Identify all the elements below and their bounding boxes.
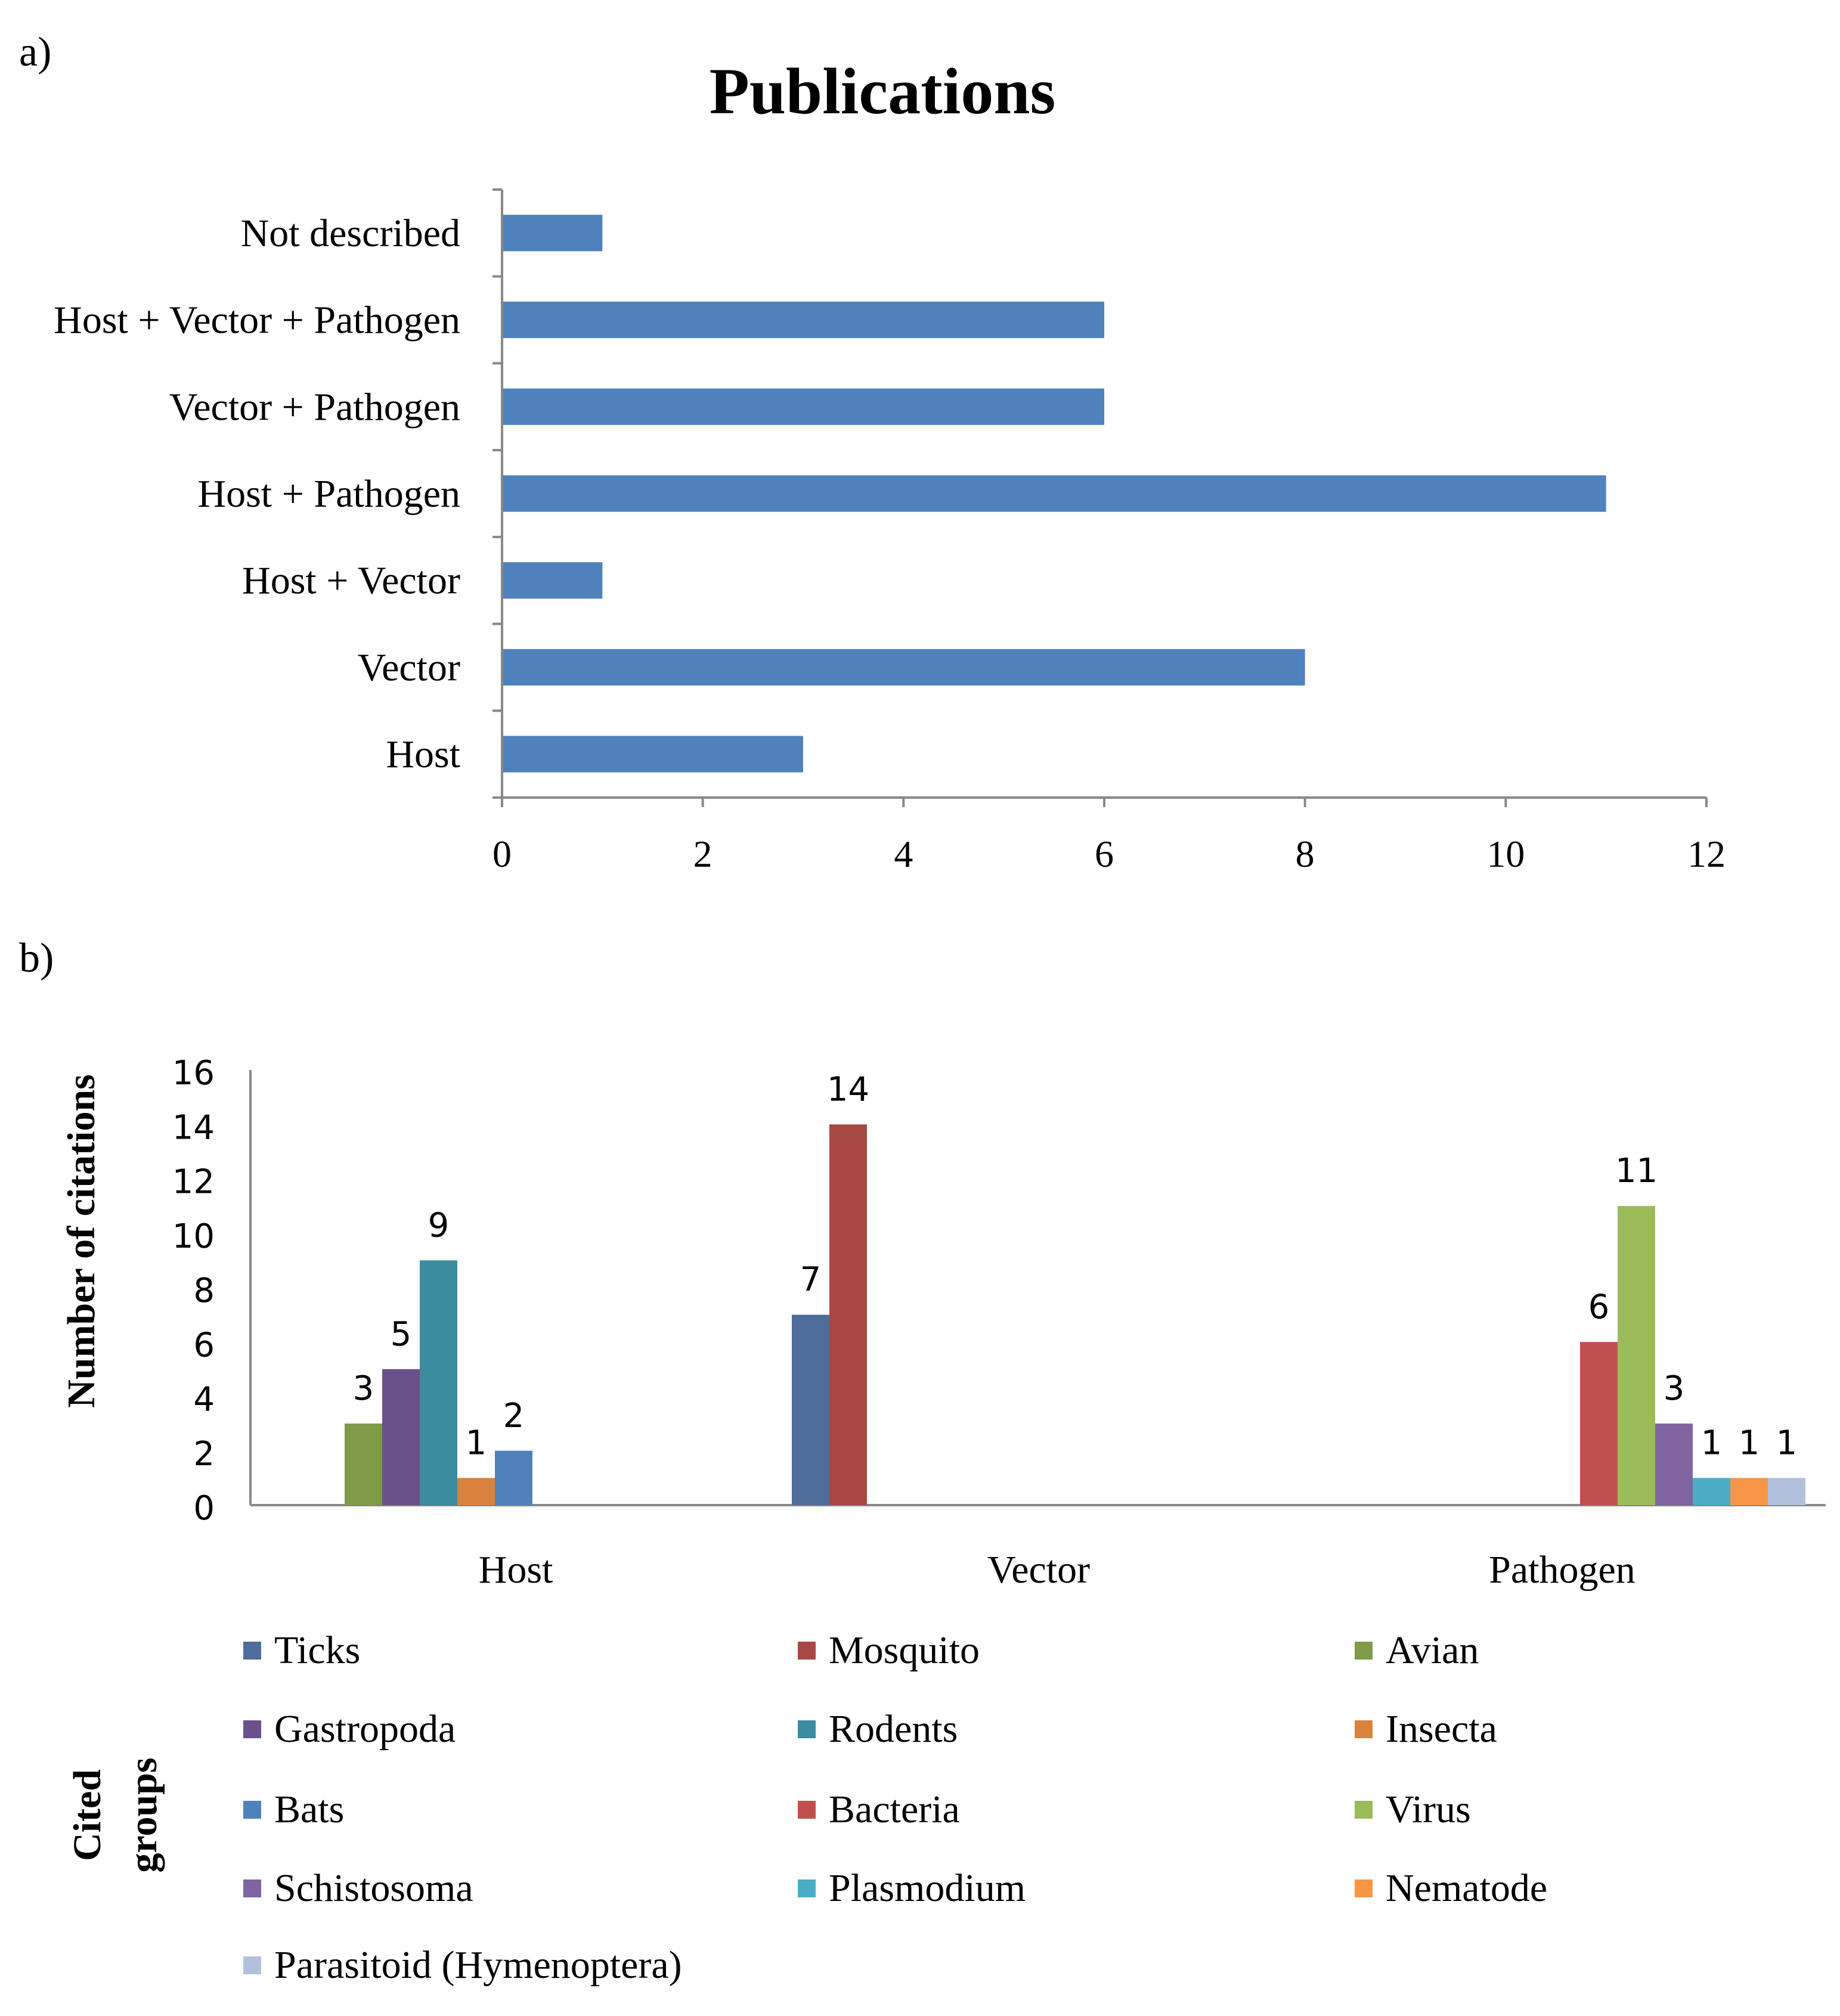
b-y-tick-label: 10 <box>172 1217 215 1256</box>
b-legend-item: Avian <box>1386 1629 1479 1672</box>
b-legend-item: Bacteria <box>829 1788 960 1831</box>
a-category-label: Host <box>386 733 460 776</box>
b-data-label: 3 <box>1664 1369 1685 1408</box>
b-legend-item: Insecta <box>1386 1707 1497 1751</box>
b-legend-item: Mosquito <box>829 1629 980 1672</box>
b-legend-title: groups <box>122 1757 165 1872</box>
b-legend-item: Nematode <box>1386 1866 1547 1910</box>
a-bar-host-pathogen <box>503 475 1606 512</box>
b-y-tick-label: 6 <box>193 1326 215 1364</box>
b-data-label: 11 <box>1615 1152 1658 1190</box>
b-bar-pathogen-parasitoid-hymenoptera <box>1768 1478 1805 1505</box>
panel-a-label: a) <box>19 29 51 75</box>
b-bar-host-bats <box>495 1450 532 1505</box>
a-bar-vector <box>503 649 1305 686</box>
b-bar-pathogen-plasmodium <box>1693 1478 1730 1505</box>
b-category-label: Pathogen <box>1489 1548 1635 1592</box>
a-x-tick-label: 6 <box>1095 833 1114 875</box>
b-y-tick-label: 12 <box>172 1163 215 1202</box>
b-legend-swatch <box>243 1956 261 1974</box>
a-category-label: Vector <box>358 646 460 689</box>
b-y-tick-label: 8 <box>193 1271 215 1310</box>
b-legend-swatch <box>1355 1879 1373 1897</box>
b-legend-item: Virus <box>1386 1788 1471 1831</box>
b-bar-host-avian <box>345 1423 382 1505</box>
chart-b-ylabel: Number of citations <box>60 1074 103 1408</box>
a-x-tick-label: 12 <box>1687 833 1726 875</box>
b-legend-swatch <box>243 1879 261 1897</box>
b-bar-host-insecta <box>457 1478 495 1505</box>
b-data-label: 6 <box>1588 1288 1610 1326</box>
a-bar-host-vector <box>503 562 603 599</box>
b-legend-item: Ticks <box>274 1629 360 1672</box>
b-data-label: 1 <box>1739 1423 1760 1462</box>
panel-a-chart: a) Publications 0 2 4 6 8 10 12 Not described Ho… <box>19 29 1726 875</box>
a-x-tick-label: 0 <box>492 833 512 875</box>
b-legend-swatch <box>798 1642 816 1660</box>
b-legend-item: Plasmodium <box>829 1866 1026 1910</box>
b-y-tick-label: 0 <box>193 1489 215 1528</box>
b-bar-pathogen-schistosoma <box>1655 1423 1693 1505</box>
b-legend-item: Gastropoda <box>274 1707 456 1751</box>
b-data-label: 7 <box>800 1261 822 1299</box>
b-data-label: 9 <box>428 1206 450 1245</box>
b-y-tick-label: 2 <box>193 1435 215 1474</box>
a-category-label: Vector + Pathogen <box>169 385 460 429</box>
a-x-tick-label: 4 <box>894 833 913 875</box>
a-bar-host-vector-pathogen <box>503 301 1104 339</box>
b-legend-item: Rodents <box>829 1707 958 1751</box>
b-legend-item: Schistosoma <box>274 1866 473 1910</box>
b-legend-item: Parasitoid (Hymenoptera) <box>274 1943 682 1987</box>
b-data-label: 1 <box>1701 1423 1723 1462</box>
b-legend-swatch <box>1355 1801 1373 1819</box>
b-legend-swatch <box>243 1801 261 1819</box>
b-y-tick-label: 16 <box>172 1054 215 1093</box>
b-legend-item: Bats <box>274 1788 344 1831</box>
a-x-tick-label: 2 <box>693 833 713 875</box>
a-x-tick-label: 10 <box>1486 833 1525 875</box>
b-data-label: 5 <box>391 1315 412 1354</box>
panel-b-chart: b) Number of citations 0246810121416Host… <box>19 935 1826 1987</box>
panel-b-label: b) <box>19 935 54 981</box>
b-legend-swatch <box>798 1720 816 1738</box>
b-data-label: 3 <box>353 1369 374 1408</box>
a-category-label: Host + Vector <box>242 559 460 603</box>
a-bar-host <box>503 736 803 773</box>
b-data-label: 2 <box>503 1397 525 1435</box>
b-legend-swatch <box>1355 1642 1373 1660</box>
b-bar-vector-ticks <box>792 1314 829 1505</box>
b-y-tick-label: 4 <box>193 1381 215 1419</box>
a-x-tick-label: 8 <box>1296 833 1315 875</box>
b-legend-swatch <box>798 1879 816 1897</box>
b-category-label: Vector <box>987 1548 1090 1592</box>
b-data-label: 1 <box>1776 1423 1798 1462</box>
a-category-label: Host + Vector + Pathogen <box>54 299 460 342</box>
a-category-label: Host + Pathogen <box>197 472 460 516</box>
b-data-label: 1 <box>466 1423 487 1462</box>
b-bar-pathogen-nematode <box>1730 1478 1768 1505</box>
b-legend-swatch <box>1355 1720 1373 1738</box>
b-bar-pathogen-virus <box>1618 1206 1655 1505</box>
a-bar-vector-pathogen <box>503 388 1104 425</box>
b-legend-swatch <box>798 1801 816 1819</box>
b-bar-host-rodents <box>420 1260 457 1505</box>
chart-a-title: Publications <box>710 55 1056 128</box>
b-category-label: Host <box>479 1548 553 1592</box>
a-bar-not-described <box>503 215 603 252</box>
b-y-tick-label: 14 <box>172 1108 215 1147</box>
b-bar-host-gastropoda <box>382 1369 420 1505</box>
b-legend-swatch <box>243 1642 261 1660</box>
b-data-label: 14 <box>827 1070 869 1109</box>
b-bar-pathogen-bacteria <box>1580 1342 1618 1505</box>
b-legend-title: Cited <box>66 1769 109 1861</box>
b-legend-swatch <box>243 1720 261 1738</box>
a-category-label: Not described <box>241 212 460 255</box>
b-bar-vector-mosquito <box>829 1124 867 1505</box>
